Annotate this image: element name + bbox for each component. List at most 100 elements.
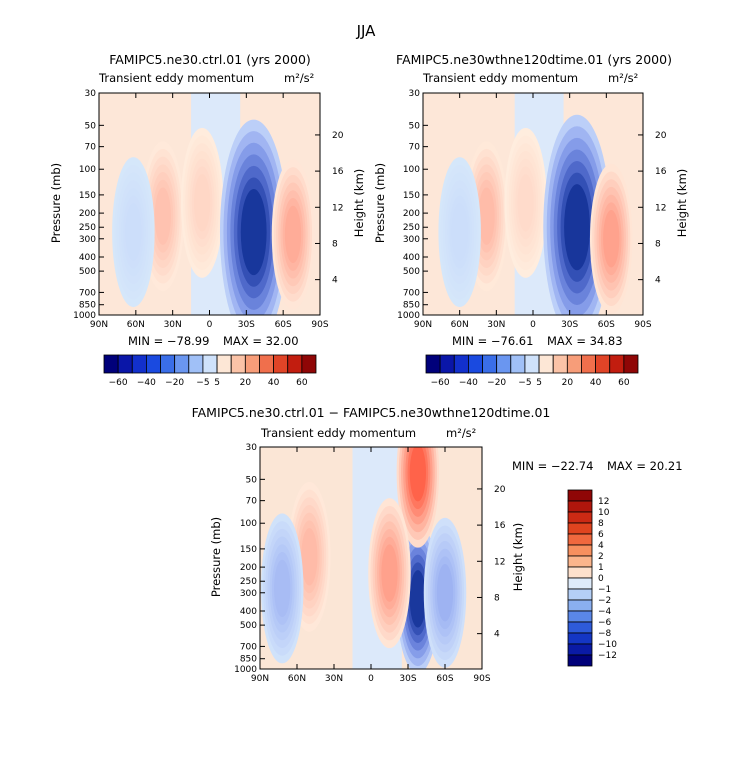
y2-tick-label: 8 — [494, 593, 500, 603]
y2-tick-label: 16 — [655, 167, 667, 177]
contour-level — [517, 174, 534, 232]
colorbar-swatch — [567, 489, 593, 502]
y-tick-label: 1000 — [397, 311, 420, 321]
y-tick-label: 50 — [409, 121, 421, 131]
contour-level — [409, 447, 426, 502]
min-label: MIN = −22.74 — [512, 459, 593, 473]
contour-level — [381, 544, 398, 602]
colorbar-label: −20 — [487, 378, 506, 388]
colorbar-swatch — [230, 354, 246, 374]
y2-axis-label: Height (km) — [352, 169, 366, 238]
contour-plot: 90N 60N 30N 0 30S 60S 90S 30 50 70 100 150 200 250 300… — [73, 89, 344, 330]
colorbar-swatch — [538, 354, 554, 374]
colorbar-swatch — [567, 654, 593, 667]
colorbar-swatch — [567, 599, 593, 612]
contour-feature — [271, 159, 315, 310]
y2-tick-label: 12 — [655, 203, 666, 213]
colorbar-label: −8 — [598, 629, 612, 639]
panel-wthne120: FAMIPC5.ne30wthne120dtime.01 (yrs 2000) … — [373, 52, 689, 388]
colorbar-swatch — [117, 354, 133, 374]
colorbar-label: 8 — [598, 519, 604, 529]
panel-subtitle: Transient eddy momentum — [260, 426, 416, 440]
y-tick-label: 150 — [240, 545, 257, 555]
figure-title: JJA — [356, 22, 377, 40]
contour-level — [154, 187, 171, 245]
colorbar-label: 4 — [598, 541, 604, 551]
panel-title: FAMIPC5.ne30wthne120dtime.01 (yrs 2000) — [396, 52, 672, 67]
contour-feature — [141, 141, 185, 292]
contour-level — [409, 570, 427, 628]
colorbar-label: −12 — [598, 651, 617, 661]
colorbar-label: −60 — [431, 378, 450, 388]
contour-level — [301, 528, 318, 586]
colorbar-swatch — [567, 588, 593, 601]
y2-tick-label: 4 — [655, 276, 661, 286]
colorbar-swatch — [216, 354, 232, 374]
y-tick-label: 70 — [409, 143, 421, 153]
contour-feature — [112, 157, 155, 308]
contour-level — [125, 203, 142, 261]
y-tick-label: 1000 — [73, 311, 96, 321]
y-tick-label: 50 — [246, 475, 258, 485]
contour-field — [99, 93, 320, 315]
colorbar-label: −20 — [165, 378, 184, 388]
y-tick-label: 300 — [403, 235, 420, 245]
contour-field — [423, 93, 643, 315]
y-axis-label: Pressure (mb) — [209, 517, 223, 597]
contour-level — [436, 564, 454, 622]
colorbar-label: 5 — [214, 378, 220, 388]
colorbar-swatch — [567, 522, 593, 535]
contour-level — [284, 205, 302, 264]
colorbar-swatch — [524, 354, 540, 374]
y-tick-label: 150 — [403, 191, 420, 201]
contour-level — [564, 184, 590, 271]
x-tick-label: 30S — [238, 320, 255, 330]
contour-level — [274, 559, 291, 618]
min-label: MIN = −78.99 — [128, 334, 209, 348]
contour-level — [478, 187, 495, 245]
colorbar-label: 5 — [536, 378, 542, 388]
colorbar: −60 −40 −20 −5 5 20 40 60 — [103, 354, 317, 388]
contour-feature — [504, 127, 547, 278]
colorbar-swatch — [567, 643, 593, 656]
panel-units: m²/s² — [284, 71, 314, 85]
y-tick-label: 250 — [240, 577, 257, 587]
colorbar-swatch — [301, 354, 317, 374]
colorbar-swatch — [567, 577, 593, 590]
colorbar-label: 12 — [598, 497, 609, 507]
y-tick-label: 300 — [240, 589, 257, 599]
y-tick-label: 850 — [403, 301, 420, 311]
colorbar-swatch — [567, 511, 593, 524]
colorbar-label: −1 — [598, 585, 611, 595]
contour-feature — [438, 157, 481, 308]
y2-axis-label: Height (km) — [675, 169, 689, 238]
y-tick-label: 100 — [79, 165, 96, 175]
y-tick-label: 30 — [246, 443, 258, 453]
colorbar-label: 20 — [562, 378, 574, 388]
colorbar-label: −60 — [109, 378, 128, 388]
colorbar-swatch — [566, 354, 582, 374]
colorbar-swatch — [552, 354, 568, 374]
y-tick-label: 500 — [79, 267, 96, 277]
colorbar-label: −2 — [598, 596, 611, 606]
y-tick-label: 700 — [240, 642, 257, 652]
colorbar-swatch — [439, 354, 455, 374]
colorbar-label: −6 — [598, 618, 612, 628]
max-label: MAX = 32.00 — [223, 334, 299, 348]
colorbar-label: 6 — [598, 530, 604, 540]
x-tick-label: 90N — [414, 320, 432, 330]
x-tick-label: 90N — [251, 674, 269, 684]
y-tick-label: 150 — [79, 191, 96, 201]
colorbar-swatch — [567, 555, 593, 568]
y-tick-label: 200 — [240, 563, 257, 573]
x-tick-label: 0 — [368, 674, 374, 684]
x-tick-label: 30N — [325, 674, 343, 684]
contour-feature — [180, 127, 224, 278]
colorbar-label: −40 — [137, 378, 156, 388]
colorbar-swatch — [581, 354, 597, 374]
contour-plot: 90N 60N 30N 0 30S 60S 90S 30 50 70 100 150 200 250 300… — [234, 443, 506, 684]
x-tick-label: 30S — [561, 320, 578, 330]
panel-title: FAMIPC5.ne30.ctrl.01 (yrs 2000) — [109, 52, 311, 67]
